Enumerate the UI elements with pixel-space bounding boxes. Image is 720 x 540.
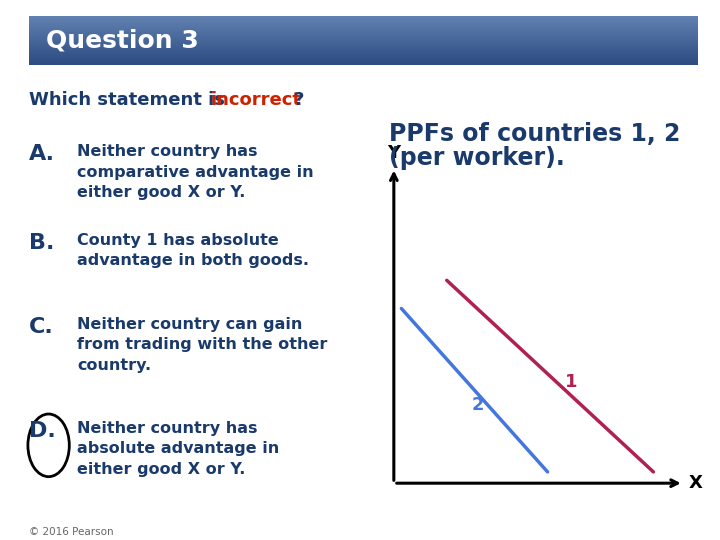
Bar — [29, 36, 698, 37]
Bar — [29, 50, 698, 52]
Bar — [29, 60, 698, 62]
Text: ?: ? — [294, 91, 304, 109]
Bar — [29, 18, 698, 19]
Text: Which statement is: Which statement is — [29, 91, 231, 109]
Text: (per worker).: (per worker). — [389, 146, 564, 170]
Text: Y: Y — [387, 144, 400, 162]
Text: 2: 2 — [472, 396, 485, 414]
Bar — [29, 23, 698, 24]
Bar — [29, 55, 698, 57]
Text: incorrect: incorrect — [210, 91, 302, 109]
Bar — [29, 37, 698, 39]
Bar — [29, 39, 698, 40]
Bar — [29, 62, 698, 63]
Text: D.: D. — [29, 421, 55, 441]
Text: X: X — [688, 474, 703, 492]
Bar — [29, 53, 698, 55]
Bar — [29, 16, 698, 18]
Text: A.: A. — [29, 144, 55, 164]
Bar — [29, 19, 698, 21]
Bar — [29, 28, 698, 29]
Bar — [29, 34, 698, 36]
Bar — [29, 57, 698, 58]
Bar — [29, 26, 698, 28]
Text: Neither country has
absolute advantage in
either good X or Y.: Neither country has absolute advantage i… — [78, 421, 279, 477]
Bar — [29, 52, 698, 53]
Text: Neither country has
comparative advantage in
either good X or Y.: Neither country has comparative advantag… — [78, 144, 314, 200]
Text: 1: 1 — [565, 373, 577, 392]
Text: County 1 has absolute
advantage in both goods.: County 1 has absolute advantage in both … — [78, 233, 310, 268]
Bar — [29, 45, 698, 47]
Bar — [29, 49, 698, 50]
Bar — [29, 29, 698, 31]
Text: © 2016 Pearson: © 2016 Pearson — [29, 527, 114, 537]
Bar — [29, 31, 698, 32]
Bar — [29, 32, 698, 34]
Bar — [29, 42, 698, 44]
Text: B.: B. — [29, 233, 54, 253]
Text: C.: C. — [29, 317, 53, 337]
Text: Neither country can gain
from trading with the other
country.: Neither country can gain from trading wi… — [78, 317, 328, 373]
Bar — [29, 58, 698, 60]
Bar — [29, 63, 698, 65]
Text: PPFs of countries 1, 2: PPFs of countries 1, 2 — [389, 122, 680, 146]
Bar — [29, 44, 698, 45]
Bar — [29, 24, 698, 26]
Bar — [29, 40, 698, 42]
Bar — [29, 47, 698, 49]
Bar — [29, 21, 698, 23]
Text: Question 3: Question 3 — [45, 29, 198, 52]
